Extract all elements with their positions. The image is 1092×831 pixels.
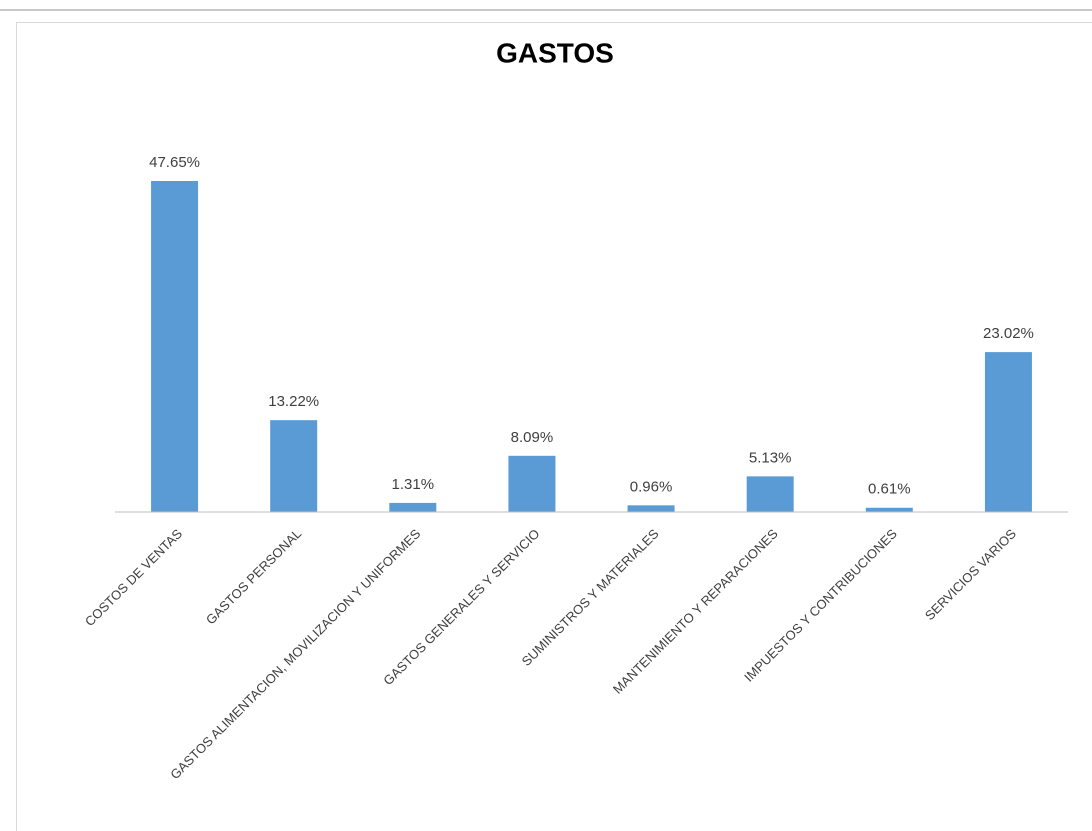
chart-title: GASTOS xyxy=(496,37,614,68)
bar xyxy=(746,476,794,512)
x-tick-label: GASTOS PERSONAL xyxy=(203,526,304,627)
bar xyxy=(984,352,1032,512)
data-label: 13.22% xyxy=(268,393,319,410)
bar xyxy=(151,181,199,512)
x-tick-label: SUMINISTROS Y MATERIALES xyxy=(519,526,662,669)
data-label: 0.96% xyxy=(630,478,673,495)
data-label: 23.02% xyxy=(983,325,1034,342)
bar xyxy=(389,502,437,512)
bar xyxy=(270,420,318,512)
chart-border xyxy=(16,22,1092,831)
bar xyxy=(627,505,675,512)
data-label: 8.09% xyxy=(511,429,554,446)
data-label: 0.61% xyxy=(868,481,911,498)
bar xyxy=(865,507,913,512)
data-label: 1.31% xyxy=(392,476,435,493)
x-tick-label: SERVICIOS VARIOS xyxy=(922,526,1019,623)
bar xyxy=(508,455,556,512)
data-label: 47.65% xyxy=(149,154,200,171)
x-tick-label: COSTOS DE VENTAS xyxy=(82,526,185,629)
data-label: 5.13% xyxy=(749,449,792,466)
x-tick-label: GASTOS ALIMENTACION, MOVILIZACION Y UNIF… xyxy=(167,526,423,782)
